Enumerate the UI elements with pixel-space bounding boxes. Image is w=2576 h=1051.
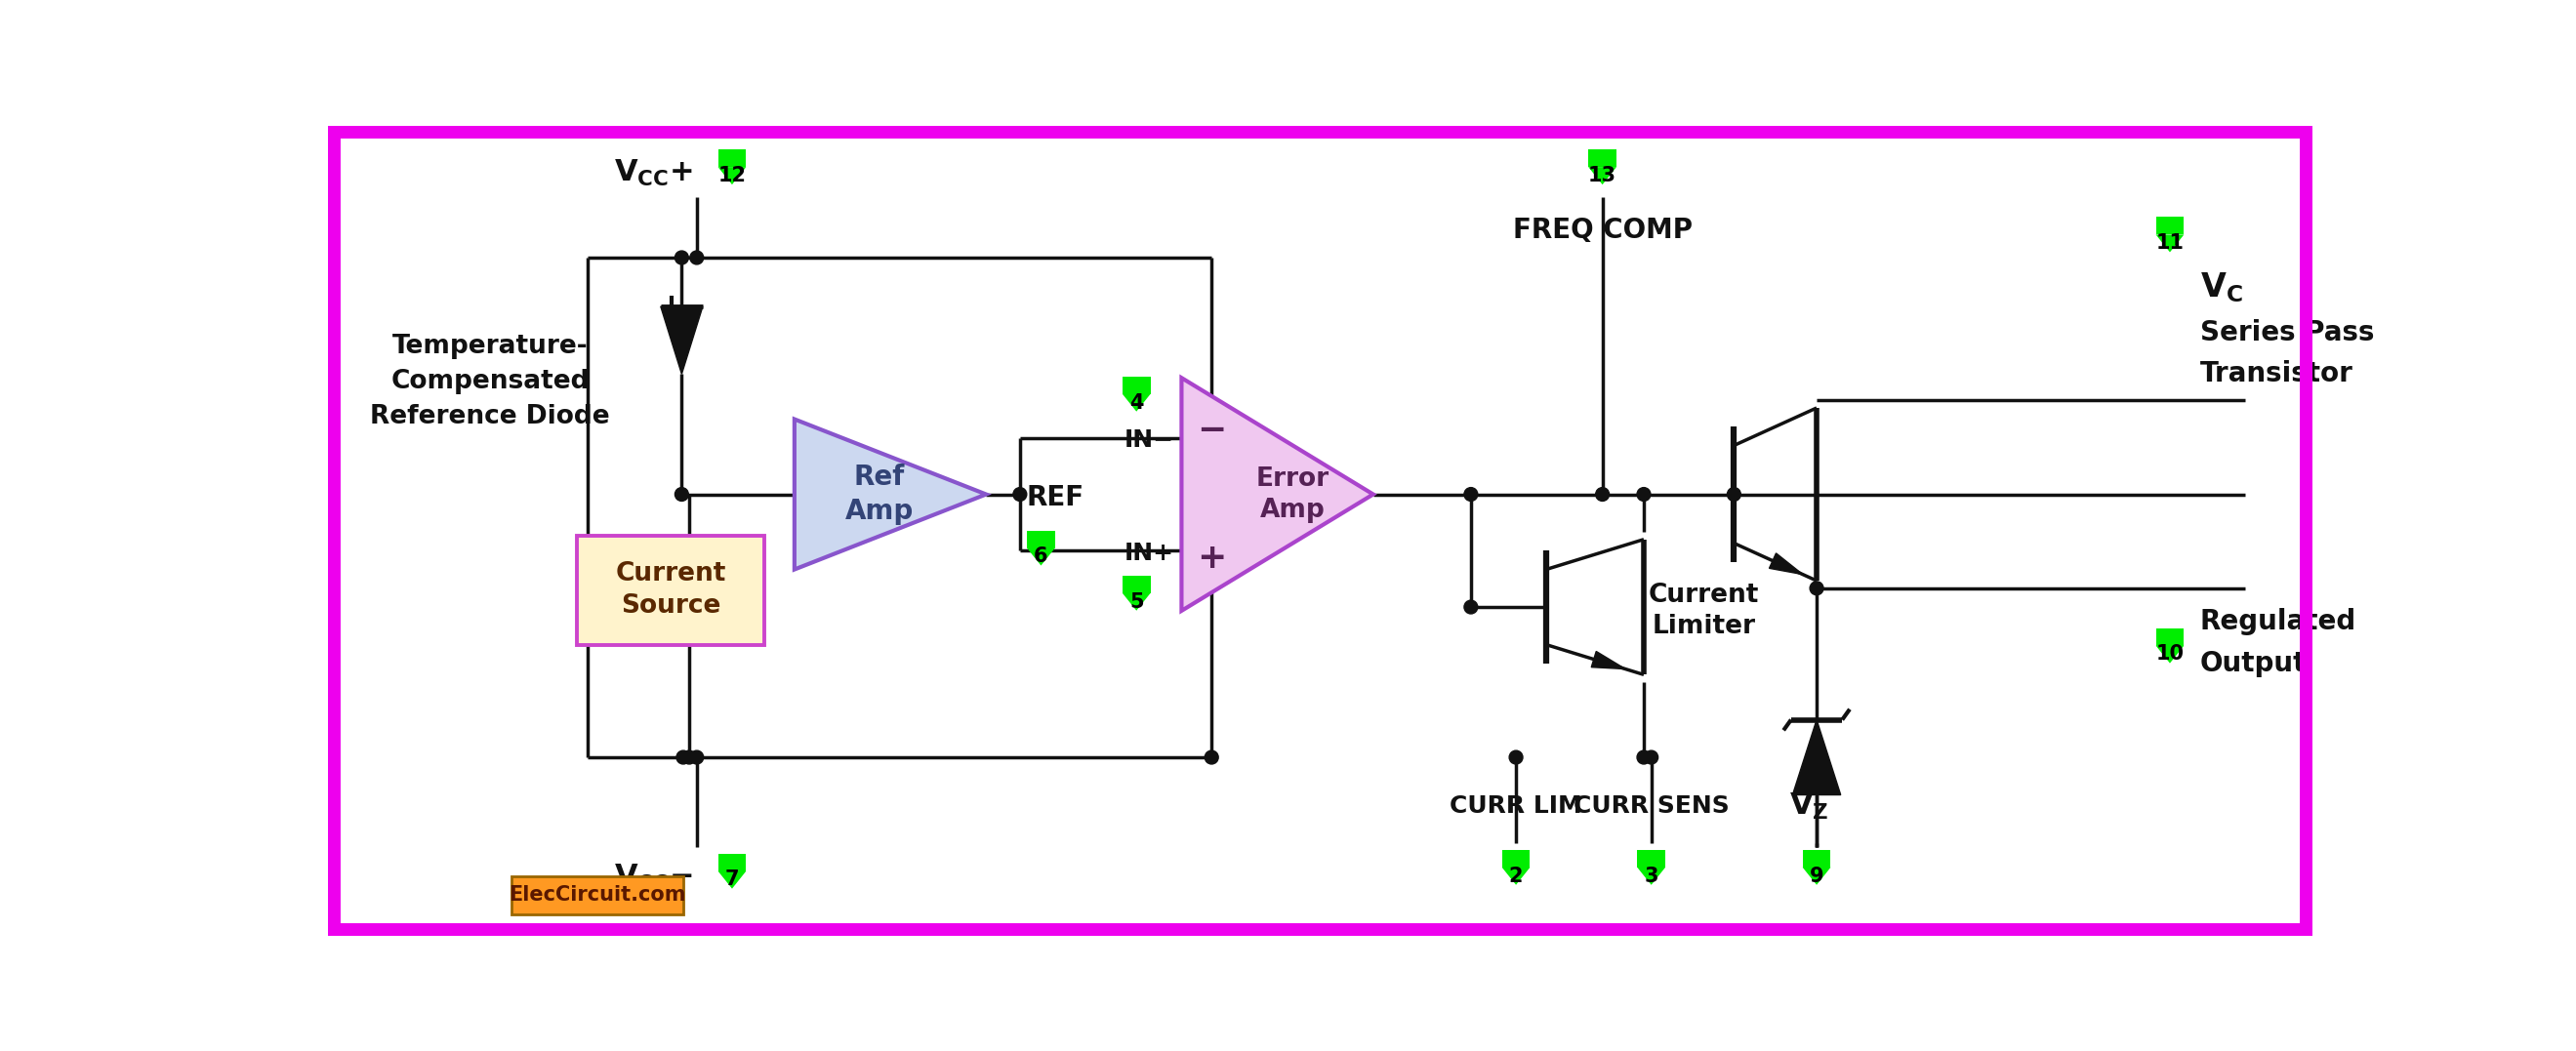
Polygon shape <box>1123 593 1151 611</box>
Text: IN−: IN− <box>1123 429 1175 452</box>
Text: Current
Source: Current Source <box>616 561 726 619</box>
Text: 9: 9 <box>1808 866 1824 886</box>
Text: Series Pass: Series Pass <box>2200 320 2375 347</box>
Bar <box>1502 849 1530 867</box>
Circle shape <box>1206 750 1218 764</box>
Polygon shape <box>1770 553 1803 575</box>
Text: REF: REF <box>1025 485 1084 512</box>
Text: Output: Output <box>2200 650 2306 677</box>
Text: CURR LIM: CURR LIM <box>1450 795 1582 818</box>
Text: V$_{\mathbf{CC}}$−: V$_{\mathbf{CC}}$− <box>616 863 693 892</box>
Circle shape <box>1595 488 1610 501</box>
Polygon shape <box>719 167 747 185</box>
Bar <box>1123 376 1151 394</box>
FancyBboxPatch shape <box>513 877 683 914</box>
Polygon shape <box>2156 234 2184 252</box>
Polygon shape <box>1589 167 1618 185</box>
Text: IN+: IN+ <box>1123 541 1175 564</box>
Circle shape <box>690 750 703 764</box>
Bar <box>1589 149 1618 167</box>
Polygon shape <box>719 871 747 889</box>
Bar <box>2156 218 2184 234</box>
Text: Ref
Amp: Ref Amp <box>845 463 914 524</box>
Text: 2: 2 <box>1510 866 1522 886</box>
Polygon shape <box>2156 645 2184 663</box>
Polygon shape <box>793 419 987 570</box>
Bar <box>1028 531 1056 548</box>
Text: Transistor: Transistor <box>2200 360 2352 388</box>
Text: 12: 12 <box>719 166 747 185</box>
Text: V$_{\mathbf{CC}}$+: V$_{\mathbf{CC}}$+ <box>616 159 693 188</box>
Polygon shape <box>1793 720 1842 795</box>
Text: 7: 7 <box>724 870 739 889</box>
Text: 3: 3 <box>1643 866 1659 886</box>
Polygon shape <box>1502 867 1530 885</box>
Polygon shape <box>1182 378 1373 611</box>
Text: 5: 5 <box>1128 592 1144 612</box>
Circle shape <box>1463 600 1479 614</box>
Bar <box>719 149 747 167</box>
Polygon shape <box>1028 548 1056 565</box>
Circle shape <box>1636 750 1651 764</box>
Circle shape <box>1012 488 1028 501</box>
Bar <box>1638 849 1664 867</box>
Bar <box>719 853 747 871</box>
Circle shape <box>1811 581 1824 595</box>
Bar <box>577 536 765 644</box>
Circle shape <box>1636 488 1651 501</box>
Text: V$_\mathbf{C}$: V$_\mathbf{C}$ <box>2200 271 2244 305</box>
Polygon shape <box>1803 867 1832 885</box>
Text: Error
Amp: Error Amp <box>1255 466 1329 522</box>
Polygon shape <box>659 307 703 374</box>
Bar <box>2156 628 2184 645</box>
Bar <box>1803 849 1832 867</box>
Text: Temperature-
Compensated
Reference Diode: Temperature- Compensated Reference Diode <box>371 334 611 430</box>
Circle shape <box>675 251 688 265</box>
Text: CURR SENS: CURR SENS <box>1574 795 1728 818</box>
Text: 4: 4 <box>1128 393 1144 412</box>
Text: ElecCircuit.com: ElecCircuit.com <box>510 885 685 905</box>
Text: Current
Limiter: Current Limiter <box>1649 582 1759 639</box>
Polygon shape <box>1592 652 1625 669</box>
Text: FREQ COMP: FREQ COMP <box>1512 217 1692 244</box>
Circle shape <box>690 251 703 265</box>
Circle shape <box>1726 488 1741 501</box>
Circle shape <box>1463 488 1479 501</box>
Circle shape <box>683 750 696 764</box>
Text: −: − <box>1198 414 1226 447</box>
Text: 13: 13 <box>1589 166 1618 185</box>
Circle shape <box>675 488 688 501</box>
Circle shape <box>1643 750 1659 764</box>
Text: +: + <box>1198 541 1226 575</box>
Text: 10: 10 <box>2156 644 2184 664</box>
Circle shape <box>677 750 690 764</box>
Text: Regulated: Regulated <box>2200 609 2357 636</box>
Polygon shape <box>1638 867 1664 885</box>
Text: V$_{\mathbf{Z}}$: V$_{\mathbf{Z}}$ <box>1790 791 1829 821</box>
Text: 6: 6 <box>1033 547 1048 566</box>
Circle shape <box>1510 750 1522 764</box>
Bar <box>1123 576 1151 593</box>
Polygon shape <box>1123 394 1151 412</box>
Text: 11: 11 <box>2156 233 2184 253</box>
